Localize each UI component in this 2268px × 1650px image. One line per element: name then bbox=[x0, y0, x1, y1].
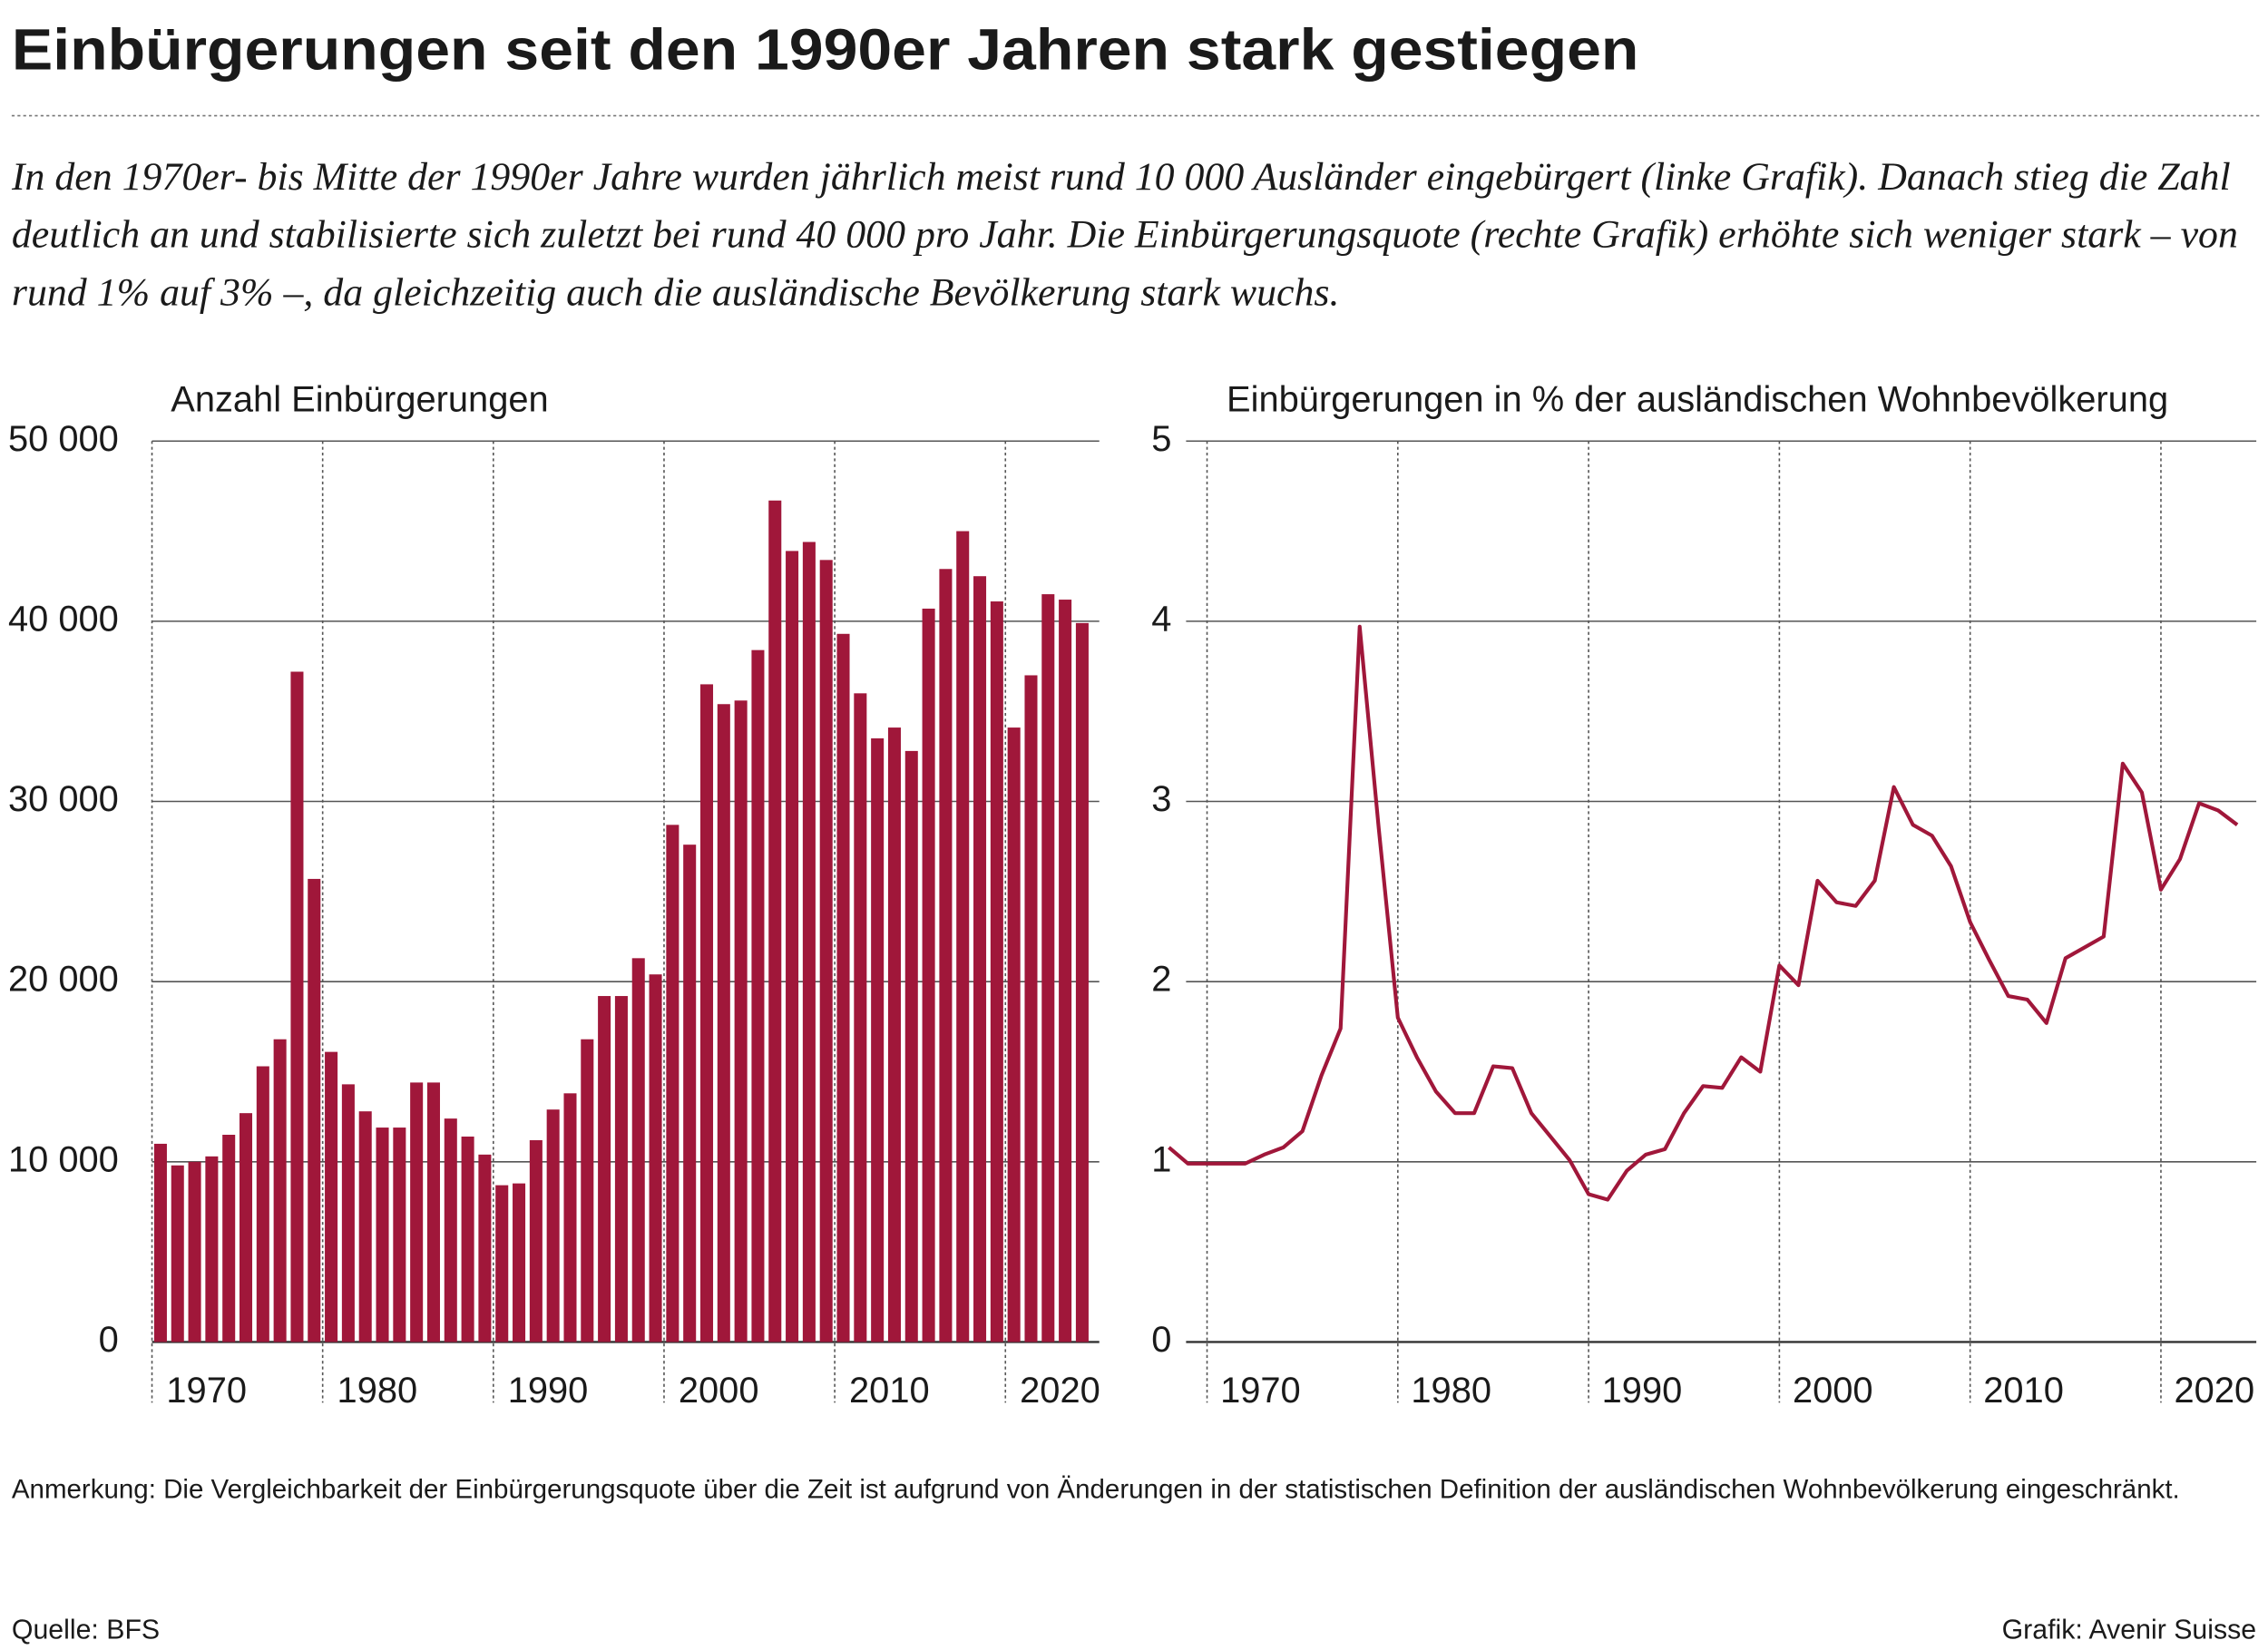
bar bbox=[153, 1143, 167, 1342]
x-tick-label: 2020 bbox=[1020, 1371, 1100, 1411]
bar bbox=[649, 974, 662, 1342]
note: Anmerkung: Die Vergleichbarkeit der Einb… bbox=[11, 1473, 2180, 1504]
y-tick-label: 5 bbox=[1151, 419, 1171, 459]
chart-title: Einbürgerungen in % der ausländischen Wo… bbox=[1227, 380, 2168, 420]
bar bbox=[887, 727, 901, 1342]
bar bbox=[341, 1084, 355, 1342]
x-tick-label: 2010 bbox=[1983, 1371, 2064, 1411]
line bbox=[1168, 624, 2239, 1202]
title: Einbürgerungen seit den 1990er Jahren st… bbox=[12, 17, 1638, 83]
note-box: Anmerkung: Die Vergleichbarkeit der Einb… bbox=[11, 1473, 2180, 1504]
bar bbox=[819, 560, 833, 1342]
bar bbox=[426, 1082, 440, 1342]
bar bbox=[973, 576, 987, 1342]
bar bbox=[308, 878, 321, 1342]
bar bbox=[513, 1183, 526, 1342]
x-tick-label: 1990 bbox=[1602, 1371, 1683, 1411]
bar bbox=[1024, 675, 1038, 1342]
subtitle: In den 1970er- bis Mitte der 1990er Jahr… bbox=[11, 152, 2238, 314]
bar bbox=[922, 608, 935, 1342]
y-tick-label: 20 000 bbox=[8, 960, 119, 1000]
bar bbox=[1007, 727, 1021, 1342]
bar bbox=[802, 542, 816, 1342]
credit: Grafik: Avenir Suisse bbox=[2002, 1615, 2257, 1645]
bar bbox=[631, 958, 645, 1342]
x-tick-label: 1970 bbox=[1220, 1371, 1301, 1411]
bar bbox=[666, 825, 679, 1342]
bar bbox=[410, 1082, 424, 1342]
x-tick-label: 1990 bbox=[508, 1371, 589, 1411]
bar bbox=[581, 1039, 594, 1342]
subtitle-box: In den 1970er- bis Mitte der 1990er Jahr… bbox=[11, 152, 2238, 314]
bar bbox=[854, 693, 867, 1342]
bar bbox=[939, 569, 953, 1342]
bar bbox=[290, 671, 304, 1342]
y-tick-label: 50 000 bbox=[8, 419, 119, 459]
y-tick-label: 1 bbox=[1151, 1139, 1171, 1179]
bar bbox=[956, 531, 970, 1342]
bar bbox=[786, 551, 799, 1342]
bar bbox=[546, 1109, 560, 1342]
y-tick-label: 3 bbox=[1151, 779, 1171, 819]
bar bbox=[699, 684, 714, 1342]
x-tick-label: 2000 bbox=[1793, 1371, 1873, 1411]
bar bbox=[171, 1165, 184, 1342]
bar bbox=[393, 1128, 406, 1342]
bar bbox=[222, 1134, 236, 1342]
x-tick-label: 2000 bbox=[679, 1371, 759, 1411]
bar bbox=[990, 601, 1003, 1342]
y-tick-label: 4 bbox=[1151, 599, 1171, 639]
bar bbox=[1041, 594, 1055, 1342]
bar bbox=[717, 704, 730, 1342]
x-tick-label: 1980 bbox=[1411, 1371, 1491, 1411]
bar bbox=[239, 1113, 253, 1342]
y-tick-label: 0 bbox=[1151, 1320, 1171, 1360]
bar bbox=[325, 1051, 338, 1342]
bar bbox=[751, 649, 765, 1342]
bar bbox=[614, 996, 628, 1342]
bar bbox=[188, 1161, 201, 1342]
bar bbox=[836, 633, 850, 1342]
y-tick-label: 10 000 bbox=[8, 1139, 119, 1179]
x-tick-label: 1980 bbox=[337, 1371, 418, 1411]
bar bbox=[1075, 622, 1089, 1342]
bar bbox=[273, 1039, 287, 1342]
bar bbox=[478, 1154, 492, 1342]
bar bbox=[376, 1128, 389, 1342]
bar bbox=[768, 500, 782, 1342]
bar bbox=[683, 845, 697, 1342]
bar bbox=[598, 996, 611, 1342]
bar bbox=[904, 750, 918, 1342]
bar bbox=[256, 1066, 269, 1342]
y-tick-label: 40 000 bbox=[8, 599, 119, 639]
chart-title: Anzahl Einbürgerungen bbox=[171, 380, 548, 420]
y-tick-label: 2 bbox=[1151, 960, 1171, 1000]
source: Quelle: BFS bbox=[12, 1615, 160, 1645]
y-tick-label: 0 bbox=[99, 1320, 119, 1360]
bar bbox=[461, 1136, 474, 1342]
bar bbox=[1059, 600, 1072, 1342]
y-tick-label: 30 000 bbox=[8, 779, 119, 819]
x-tick-label: 1970 bbox=[166, 1371, 247, 1411]
x-tick-label: 2010 bbox=[849, 1371, 930, 1411]
bar bbox=[734, 700, 748, 1342]
x-tick-label: 2020 bbox=[2175, 1371, 2255, 1411]
bar bbox=[205, 1156, 219, 1342]
bar bbox=[563, 1093, 577, 1342]
bar bbox=[529, 1139, 543, 1342]
bar bbox=[444, 1118, 457, 1342]
bar bbox=[495, 1185, 509, 1342]
bar bbox=[358, 1111, 372, 1342]
bar bbox=[871, 737, 885, 1342]
